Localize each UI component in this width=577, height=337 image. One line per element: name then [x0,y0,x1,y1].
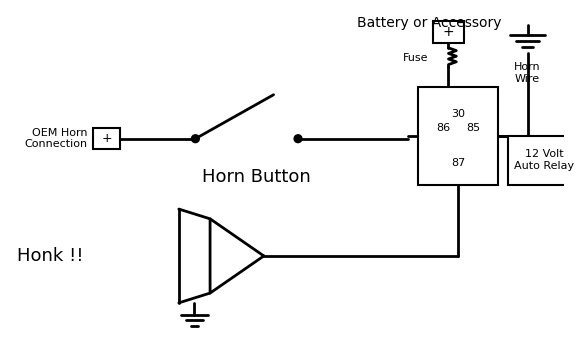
Circle shape [294,135,302,143]
Text: 87: 87 [451,158,466,168]
Bar [93,128,120,149]
Bar [418,87,499,185]
Text: Fuse: Fuse [403,53,428,63]
Text: +: + [101,132,112,145]
Text: +: + [443,25,454,39]
Bar [508,136,577,185]
Bar [433,22,464,43]
Circle shape [192,135,199,143]
Text: Battery or Accessory: Battery or Accessory [357,16,501,30]
Text: Honk !!: Honk !! [17,247,83,265]
Text: 86: 86 [436,123,450,133]
Text: 12 Volt
Auto Relay: 12 Volt Auto Relay [514,149,574,171]
Text: 85: 85 [467,123,481,133]
Text: 30: 30 [451,109,465,119]
Text: Horn
Wire: Horn Wire [514,62,541,84]
Text: OEM Horn
Connection: OEM Horn Connection [25,128,88,150]
Text: Horn Button: Horn Button [201,168,310,186]
